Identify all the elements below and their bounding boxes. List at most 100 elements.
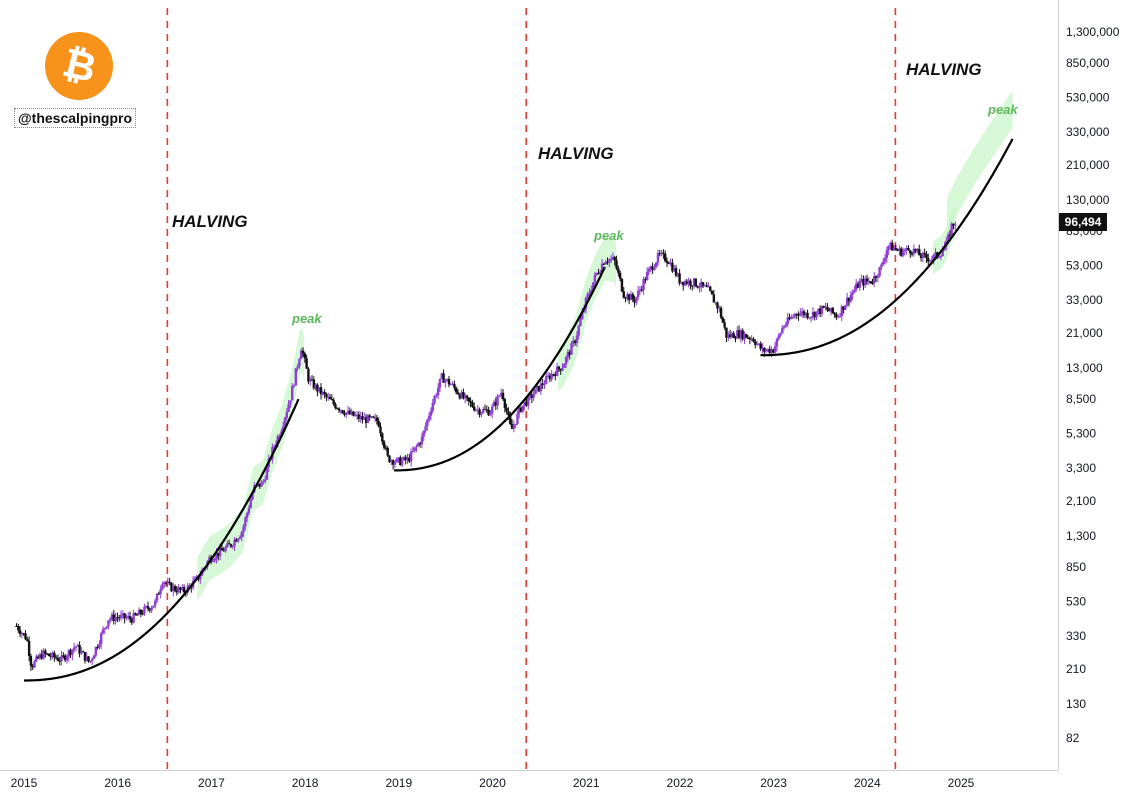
- candle-body: [555, 366, 559, 376]
- candle-body: [905, 248, 908, 251]
- candle-body: [463, 395, 467, 399]
- candle-body: [78, 644, 81, 654]
- candle-body: [721, 317, 725, 323]
- candle-body: [336, 408, 339, 410]
- candle-body: [644, 279, 647, 281]
- candle-body: [891, 242, 894, 251]
- candle-body: [775, 338, 779, 347]
- candle-body: [22, 633, 25, 635]
- candle-body: [654, 262, 658, 268]
- candle-body: [148, 608, 152, 611]
- candle-body: [772, 349, 775, 353]
- peak-label-3: peak: [988, 102, 1018, 117]
- candle-body: [662, 252, 665, 254]
- candle-body: [941, 250, 944, 257]
- candle-body: [914, 248, 917, 252]
- candle-body: [300, 350, 303, 359]
- candle-body: [451, 383, 454, 385]
- candle-body: [105, 626, 108, 629]
- x-tick-label: 2023: [760, 776, 787, 790]
- candle-body: [366, 415, 370, 423]
- candle-body: [292, 385, 296, 387]
- candle-body: [710, 290, 714, 295]
- candle-body: [278, 435, 281, 437]
- candle-body: [280, 431, 283, 436]
- candle-body: [116, 617, 119, 619]
- candle-body: [682, 281, 685, 286]
- candle-body: [651, 266, 654, 271]
- candle-body: [235, 539, 238, 542]
- candle-body: [220, 547, 224, 551]
- candle-body: [842, 306, 845, 310]
- candle-body: [170, 583, 173, 592]
- candle-body: [898, 248, 901, 251]
- candle-body: [146, 606, 150, 609]
- candle-body: [262, 481, 265, 483]
- candle-body: [465, 395, 469, 398]
- candle-body: [312, 379, 316, 389]
- candle-body: [680, 281, 683, 284]
- candle-body: [318, 387, 321, 392]
- candle-body: [806, 312, 809, 318]
- candle-body: [492, 401, 496, 407]
- candle-body: [536, 385, 539, 389]
- candle-body: [69, 650, 72, 656]
- candle-body: [431, 403, 434, 412]
- candle-body: [112, 614, 116, 622]
- candle-body: [845, 297, 849, 306]
- candle-body: [128, 616, 132, 619]
- candle-body: [745, 334, 748, 338]
- candle-body: [930, 259, 934, 261]
- candle-body: [337, 408, 341, 411]
- candle-body: [667, 262, 671, 264]
- candle-body: [835, 314, 838, 318]
- candle-body: [615, 260, 618, 269]
- candle-body: [44, 650, 47, 654]
- candle-body: [453, 383, 456, 388]
- y-tick-label: 2,100: [1066, 494, 1096, 508]
- candle-body: [754, 341, 757, 345]
- candle-body: [164, 582, 168, 584]
- candle-body: [127, 616, 130, 618]
- candle-body: [795, 313, 798, 315]
- candle-body: [251, 492, 254, 500]
- candle-body: [685, 281, 689, 284]
- candle-body: [27, 640, 31, 657]
- candle-body: [638, 289, 642, 291]
- candle-body: [265, 467, 269, 480]
- candle-body: [233, 539, 236, 547]
- candle-body: [518, 407, 521, 414]
- candle-body: [359, 416, 362, 420]
- candle-body: [132, 613, 135, 623]
- candle-body: [373, 417, 377, 419]
- candle-body: [388, 455, 391, 463]
- candle-body: [298, 358, 301, 367]
- candle-body: [460, 392, 463, 399]
- candle-body: [406, 457, 409, 461]
- candle-body: [217, 552, 220, 557]
- candle-body: [345, 412, 348, 415]
- candle-body: [858, 280, 862, 288]
- candle-body: [199, 575, 202, 580]
- candle-body: [788, 317, 791, 319]
- candle-body: [47, 653, 51, 657]
- candle-body: [869, 280, 872, 283]
- candle-body: [307, 368, 310, 382]
- candle-body: [62, 655, 65, 657]
- candle-body: [575, 335, 579, 344]
- candle-body: [391, 460, 395, 465]
- candle-body: [272, 446, 276, 448]
- candle-body: [653, 267, 656, 271]
- candle-body: [305, 358, 308, 369]
- candle-body: [476, 409, 479, 411]
- candle-body: [548, 375, 552, 380]
- candle-body: [263, 479, 267, 482]
- candle-body: [467, 397, 470, 402]
- candle-body: [593, 274, 597, 283]
- candle-body: [63, 655, 67, 661]
- candle-body: [238, 537, 242, 539]
- candle-body: [402, 456, 406, 461]
- candle-body: [627, 294, 631, 301]
- candle-body: [33, 661, 36, 668]
- candle-body: [87, 656, 90, 662]
